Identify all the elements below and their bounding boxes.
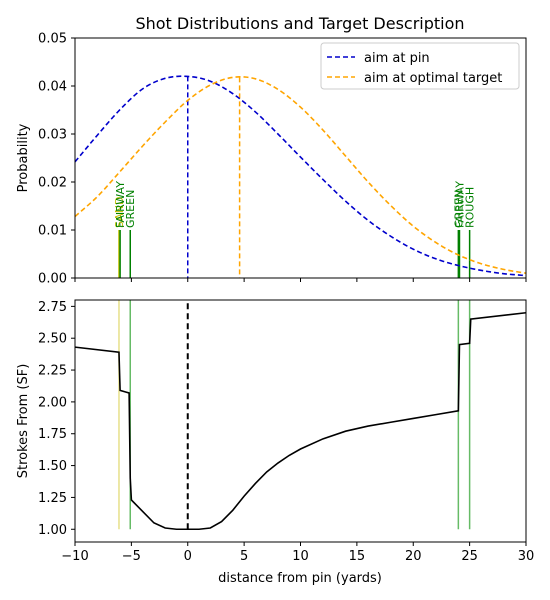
legend-box (320, 42, 520, 90)
strokes-from-line (74, 311, 527, 531)
bottom-y-tick-label: 2.25 (38, 364, 67, 379)
legend: aim at pin aim at optimal target (320, 42, 520, 90)
bottom-y-axis-label: Strokes From (SF) (16, 364, 31, 479)
x-axis-label: distance from pin (yards) (218, 571, 382, 586)
boundary-label-fairway: FAIRWAY (453, 181, 466, 228)
bottom-y-tick-label: 1.50 (38, 459, 67, 474)
boundary-label-green: GREEN (452, 190, 465, 228)
legend-label-aim-at-optimal-target: aim at optimal target (364, 71, 502, 86)
top-y-tick-label: 0.00 (38, 272, 67, 287)
series-line-aim-at-pin (74, 75, 527, 277)
top-y-axis-label: Probability (16, 123, 31, 192)
top-y-tick-label: 0.01 (38, 224, 67, 239)
bottom-y-tick-label: 2.50 (38, 332, 67, 347)
bottom-x-tick-label: 5 (240, 549, 248, 564)
top-y-tick-label: 0.02 (38, 176, 67, 191)
bottom-x-tick-label: −5 (122, 549, 141, 564)
boundary-label-rough: ROUGH (464, 187, 477, 228)
top-y-tick-label: 0.03 (38, 128, 67, 143)
boundary-label-green: GREEN (124, 190, 137, 228)
top-y-tick-label: 0.04 (38, 80, 67, 95)
bottom-x-tick-label: 25 (461, 549, 478, 564)
bottom-plot-content (74, 300, 527, 531)
bottom-y-tick-label: 1.25 (38, 491, 67, 506)
series-line-aim-at-optimal-target (74, 76, 527, 274)
bottom-ticks: −10 −5 0 5 10 15 20 25 30 1.00 1.25 1.50 1.75 2.00 2.2… (38, 300, 534, 564)
bottom-axes: −10 −5 0 5 10 15 20 25 30 1.00 1.25 1.50 1.75 2.00 2.2… (16, 299, 534, 586)
bottom-x-tick-label: 10 (292, 549, 309, 564)
boundary-label-fairway: FAIRWAY (114, 181, 127, 228)
chart-title: Shot Distributions and Target Descriptio… (135, 14, 464, 33)
bottom-y-tick-label: 1.75 (38, 427, 67, 442)
bottom-x-tick-label: 15 (349, 549, 366, 564)
boundary-label-sand: SAND (113, 197, 126, 228)
bottom-y-tick-label: 1.00 (38, 523, 67, 538)
bottom-x-tick-label: 30 (518, 549, 535, 564)
bottom-x-tick-label: −10 (61, 549, 88, 564)
bottom-y-tick-label: 2.75 (38, 300, 67, 315)
top-y-tick-label: 0.05 (38, 32, 67, 47)
legend-label-aim-at-pin: aim at pin (364, 51, 430, 66)
bottom-x-tick-label: 0 (184, 549, 192, 564)
top-ticks: 0.00 0.01 0.02 0.03 0.04 0.05 (38, 32, 527, 287)
bottom-x-tick-label: 20 (405, 549, 422, 564)
bottom-y-tick-label: 2.00 (38, 395, 67, 410)
